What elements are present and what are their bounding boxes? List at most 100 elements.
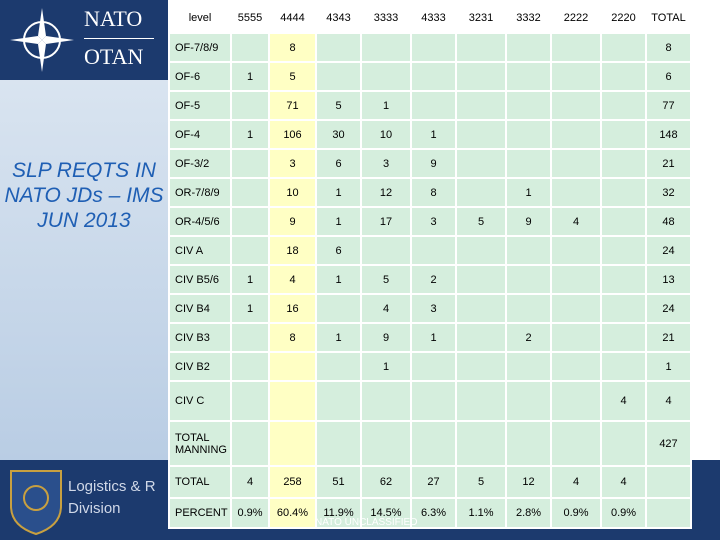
table-cell bbox=[315, 32, 362, 63]
table-cell: 60.4% bbox=[268, 497, 317, 529]
table-cell bbox=[455, 177, 507, 208]
table-cell: 9 bbox=[505, 206, 552, 237]
table-cell bbox=[505, 420, 552, 467]
table-cell bbox=[315, 351, 362, 382]
row-label: TOTAL MANNING bbox=[168, 420, 232, 467]
table-cell: 48 bbox=[645, 206, 692, 237]
column-header: 3231 bbox=[455, 2, 507, 34]
table-cell: 427 bbox=[645, 420, 692, 467]
table-cell bbox=[550, 264, 602, 295]
table-cell bbox=[455, 380, 507, 422]
table-cell bbox=[550, 32, 602, 63]
table-cell: 1 bbox=[230, 61, 270, 92]
row-label: CIV A bbox=[168, 235, 232, 266]
table-cell: 6 bbox=[315, 235, 362, 266]
table-cell: 10 bbox=[360, 119, 412, 150]
table-row: TOTAL 4 258 51 62 27 5 12 4 4 bbox=[168, 465, 692, 499]
table-row: OF-3/2 3 6 3 9 21 bbox=[168, 148, 692, 179]
table-cell: 11.9% bbox=[315, 497, 362, 529]
table-cell: 1.1% bbox=[455, 497, 507, 529]
table-cell: 148 bbox=[645, 119, 692, 150]
table-cell: 2.8% bbox=[505, 497, 552, 529]
row-label: OF-7/8/9 bbox=[168, 32, 232, 63]
nato-logo: NATO OTAN bbox=[0, 0, 168, 80]
table-cell bbox=[550, 420, 602, 467]
table-cell bbox=[230, 32, 270, 63]
table-cell bbox=[230, 235, 270, 266]
row-label: OR-4/5/6 bbox=[168, 206, 232, 237]
logo-rule bbox=[84, 38, 154, 39]
table-cell bbox=[600, 351, 647, 382]
logo-text: NATO bbox=[84, 6, 143, 31]
table-row: OF-4 1 106 30 10 1 148 bbox=[168, 119, 692, 150]
row-label: OF-5 bbox=[168, 90, 232, 121]
table-cell bbox=[230, 148, 270, 179]
table-row: CIV B2 1 1 bbox=[168, 351, 692, 382]
table-cell bbox=[315, 380, 362, 422]
table-cell: 4 bbox=[268, 264, 317, 295]
table-cell bbox=[455, 119, 507, 150]
table-cell: 24 bbox=[645, 293, 692, 324]
table-cell bbox=[315, 61, 362, 92]
row-label: OF-6 bbox=[168, 61, 232, 92]
table-cell: 0.9% bbox=[600, 497, 647, 529]
table-cell bbox=[600, 293, 647, 324]
table-cell bbox=[600, 119, 647, 150]
table-cell bbox=[410, 32, 457, 63]
table-row: CIV B4 1 16 4 3 24 bbox=[168, 293, 692, 324]
table-cell bbox=[268, 351, 317, 382]
division-text: Division bbox=[68, 500, 121, 517]
table-cell bbox=[600, 148, 647, 179]
table-row: TOTAL MANNING 427 bbox=[168, 420, 692, 467]
table-cell bbox=[550, 148, 602, 179]
table-cell bbox=[360, 61, 412, 92]
table-cell bbox=[600, 177, 647, 208]
compass-icon bbox=[10, 8, 74, 72]
table-cell bbox=[410, 380, 457, 422]
table-cell bbox=[505, 293, 552, 324]
table-cell: 5 bbox=[360, 264, 412, 295]
table-cell: 1 bbox=[230, 119, 270, 150]
table-cell: 8 bbox=[268, 32, 317, 63]
table-cell: 4 bbox=[645, 380, 692, 422]
table-cell bbox=[230, 206, 270, 237]
table-cell: 51 bbox=[315, 465, 362, 499]
column-header: level bbox=[168, 2, 232, 34]
table-cell bbox=[455, 32, 507, 63]
table-cell: 8 bbox=[410, 177, 457, 208]
table-cell bbox=[455, 322, 507, 353]
table-cell bbox=[550, 351, 602, 382]
table-cell bbox=[600, 206, 647, 237]
table-cell bbox=[550, 322, 602, 353]
row-label: CIV B5/6 bbox=[168, 264, 232, 295]
table-cell: 1 bbox=[360, 90, 412, 121]
table-cell: 10 bbox=[268, 177, 317, 208]
table-cell: 1 bbox=[230, 264, 270, 295]
table-cell bbox=[505, 90, 552, 121]
table-cell: 2 bbox=[505, 322, 552, 353]
table-cell: 32 bbox=[645, 177, 692, 208]
table-cell: 6 bbox=[315, 148, 362, 179]
table-cell bbox=[455, 351, 507, 382]
table-cell: 27 bbox=[410, 465, 457, 499]
table-cell: 3 bbox=[268, 148, 317, 179]
table-cell bbox=[645, 465, 692, 499]
table-cell: 0.9% bbox=[230, 497, 270, 529]
table-cell bbox=[410, 351, 457, 382]
row-label: CIV C bbox=[168, 380, 232, 422]
column-header: TOTAL bbox=[645, 2, 692, 34]
row-label: CIV B3 bbox=[168, 322, 232, 353]
table-cell: 9 bbox=[410, 148, 457, 179]
table-cell: 12 bbox=[360, 177, 412, 208]
table-cell: 30 bbox=[315, 119, 362, 150]
table-cell: 1 bbox=[315, 177, 362, 208]
table-cell: 3 bbox=[410, 293, 457, 324]
table-cell bbox=[455, 90, 507, 121]
table-cell bbox=[410, 61, 457, 92]
table-cell bbox=[230, 420, 270, 467]
emblem bbox=[10, 470, 62, 536]
table-cell: 5 bbox=[455, 206, 507, 237]
table-cell bbox=[455, 293, 507, 324]
page-number: 7 bbox=[696, 518, 702, 529]
